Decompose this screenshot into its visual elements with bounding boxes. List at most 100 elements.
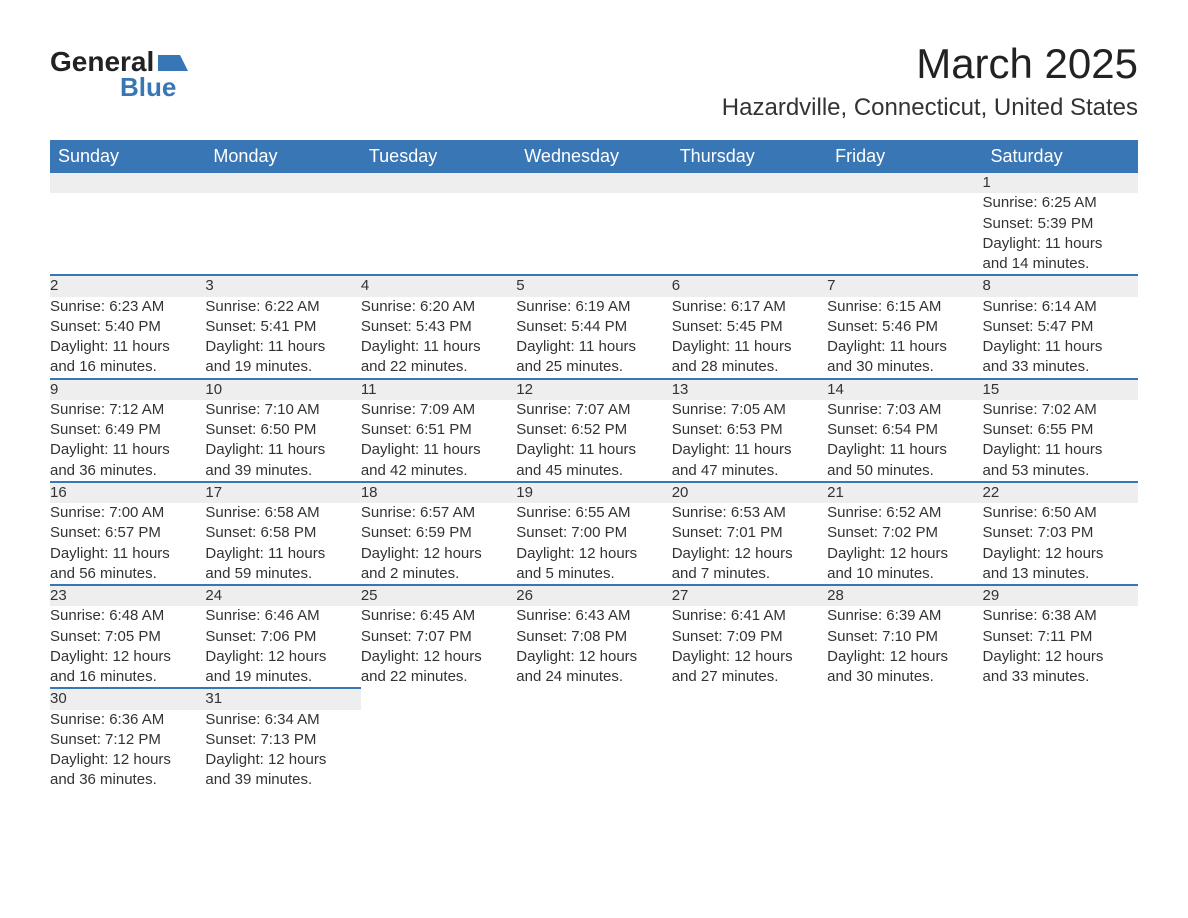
sunset-text: Sunset: 5:40 PM [50,317,205,337]
daylight-text-1: Daylight: 12 hours [361,544,516,564]
daylight-text-1: Daylight: 12 hours [672,544,827,564]
sunrise-text: Sunrise: 6:52 AM [827,503,982,523]
day-cell: Sunrise: 6:17 AMSunset: 5:45 PMDaylight:… [672,297,827,379]
day-number: 18 [361,482,516,503]
sunset-text: Sunset: 7:09 PM [672,627,827,647]
week-daynum-row: 16171819202122 [50,482,1138,503]
empty-cell [361,688,516,709]
daylight-text-1: Daylight: 11 hours [827,337,982,357]
day-cell: Sunrise: 7:05 AMSunset: 6:53 PMDaylight:… [672,400,827,482]
day-number: 4 [361,275,516,296]
daylight-text-1: Daylight: 11 hours [361,440,516,460]
sunset-text: Sunset: 6:57 PM [50,523,205,543]
empty-cell [983,688,1138,709]
daylight-text-1: Daylight: 11 hours [50,544,205,564]
title-block: March 2025 Hazardville, Connecticut, Uni… [722,40,1138,122]
empty-cell [672,173,827,193]
day-cell: Sunrise: 6:39 AMSunset: 7:10 PMDaylight:… [827,606,982,688]
empty-cell [50,193,205,275]
daylight-text-2: and 59 minutes. [205,564,360,584]
empty-cell [827,710,982,791]
daylight-text-1: Daylight: 12 hours [672,647,827,667]
daylight-text-1: Daylight: 11 hours [516,440,671,460]
day-cell: Sunrise: 6:48 AMSunset: 7:05 PMDaylight:… [50,606,205,688]
week-daynum-row: 23242526272829 [50,585,1138,606]
day-cell: Sunrise: 7:10 AMSunset: 6:50 PMDaylight:… [205,400,360,482]
daylight-text-1: Daylight: 11 hours [205,337,360,357]
week-data-row: Sunrise: 6:23 AMSunset: 5:40 PMDaylight:… [50,297,1138,379]
day-cell: Sunrise: 7:07 AMSunset: 6:52 PMDaylight:… [516,400,671,482]
week-data-row: Sunrise: 6:48 AMSunset: 7:05 PMDaylight:… [50,606,1138,688]
calendar-table: Sunday Monday Tuesday Wednesday Thursday… [50,140,1138,791]
sunset-text: Sunset: 6:51 PM [361,420,516,440]
day-number: 30 [50,688,205,709]
daylight-text-2: and 22 minutes. [361,357,516,377]
day-number: 5 [516,275,671,296]
day-number: 16 [50,482,205,503]
daylight-text-2: and 2 minutes. [361,564,516,584]
day-cell: Sunrise: 7:09 AMSunset: 6:51 PMDaylight:… [361,400,516,482]
day-cell: Sunrise: 6:15 AMSunset: 5:46 PMDaylight:… [827,297,982,379]
day-number: 2 [50,275,205,296]
empty-cell [516,193,671,275]
daylight-text-1: Daylight: 11 hours [983,234,1138,254]
empty-cell [205,193,360,275]
empty-cell [361,193,516,275]
daylight-text-1: Daylight: 11 hours [827,440,982,460]
col-monday: Monday [205,140,360,173]
sunset-text: Sunset: 6:59 PM [361,523,516,543]
sunrise-text: Sunrise: 6:17 AM [672,297,827,317]
day-cell: Sunrise: 6:41 AMSunset: 7:09 PMDaylight:… [672,606,827,688]
sunset-text: Sunset: 7:12 PM [50,730,205,750]
empty-cell [516,710,671,791]
daylight-text-2: and 13 minutes. [983,564,1138,584]
sunset-text: Sunset: 6:49 PM [50,420,205,440]
sunrise-text: Sunrise: 7:09 AM [361,400,516,420]
daylight-text-1: Daylight: 12 hours [827,647,982,667]
sunrise-text: Sunrise: 7:12 AM [50,400,205,420]
day-number: 14 [827,379,982,400]
day-number: 1 [983,173,1138,193]
week-daynum-row: 2345678 [50,275,1138,296]
sunset-text: Sunset: 7:06 PM [205,627,360,647]
sunset-text: Sunset: 5:41 PM [205,317,360,337]
sunset-text: Sunset: 7:03 PM [983,523,1138,543]
week-data-row: Sunrise: 6:25 AMSunset: 5:39 PMDaylight:… [50,193,1138,275]
sunrise-text: Sunrise: 6:14 AM [983,297,1138,317]
daylight-text-1: Daylight: 11 hours [50,337,205,357]
daylight-text-2: and 33 minutes. [983,357,1138,377]
day-cell: Sunrise: 6:53 AMSunset: 7:01 PMDaylight:… [672,503,827,585]
sunrise-text: Sunrise: 6:34 AM [205,710,360,730]
sunset-text: Sunset: 6:53 PM [672,420,827,440]
daylight-text-2: and 33 minutes. [983,667,1138,687]
col-thursday: Thursday [672,140,827,173]
empty-cell [827,173,982,193]
day-cell: Sunrise: 6:46 AMSunset: 7:06 PMDaylight:… [205,606,360,688]
sunrise-text: Sunrise: 6:39 AM [827,606,982,626]
calendar-body: 1Sunrise: 6:25 AMSunset: 5:39 PMDaylight… [50,173,1138,791]
col-wednesday: Wednesday [516,140,671,173]
day-number: 17 [205,482,360,503]
sunset-text: Sunset: 7:00 PM [516,523,671,543]
day-cell: Sunrise: 6:45 AMSunset: 7:07 PMDaylight:… [361,606,516,688]
day-number: 21 [827,482,982,503]
week-data-row: Sunrise: 7:12 AMSunset: 6:49 PM Daylight:… [50,400,1138,482]
day-number: 22 [983,482,1138,503]
daylight-text-2: and 7 minutes. [672,564,827,584]
sunset-text: Sunset: 6:54 PM [827,420,982,440]
daylight-text-2: and 19 minutes. [205,357,360,377]
sunset-text: Sunset: 5:45 PM [672,317,827,337]
daylight-text-1: Daylight: 12 hours [516,647,671,667]
daylight-text-1: Daylight: 11 hours [516,337,671,357]
day-cell: Sunrise: 7:03 AMSunset: 6:54 PMDaylight:… [827,400,982,482]
sunrise-text: Sunrise: 7:10 AM [205,400,360,420]
calendar-header-row: Sunday Monday Tuesday Wednesday Thursday… [50,140,1138,173]
daylight-text-2: and 36 minutes. [50,770,205,790]
daylight-text-1: Daylight: 12 hours [50,750,205,770]
page-header: General Blue March 2025 Hazardville, Con… [50,40,1138,122]
week-daynum-row: 9101112131415 [50,379,1138,400]
day-cell: Sunrise: 6:25 AMSunset: 5:39 PMDaylight:… [983,193,1138,275]
day-cell: Sunrise: 6:20 AMSunset: 5:43 PMDaylight:… [361,297,516,379]
empty-cell [516,688,671,709]
sunrise-text: Sunrise: 6:23 AM [50,297,205,317]
